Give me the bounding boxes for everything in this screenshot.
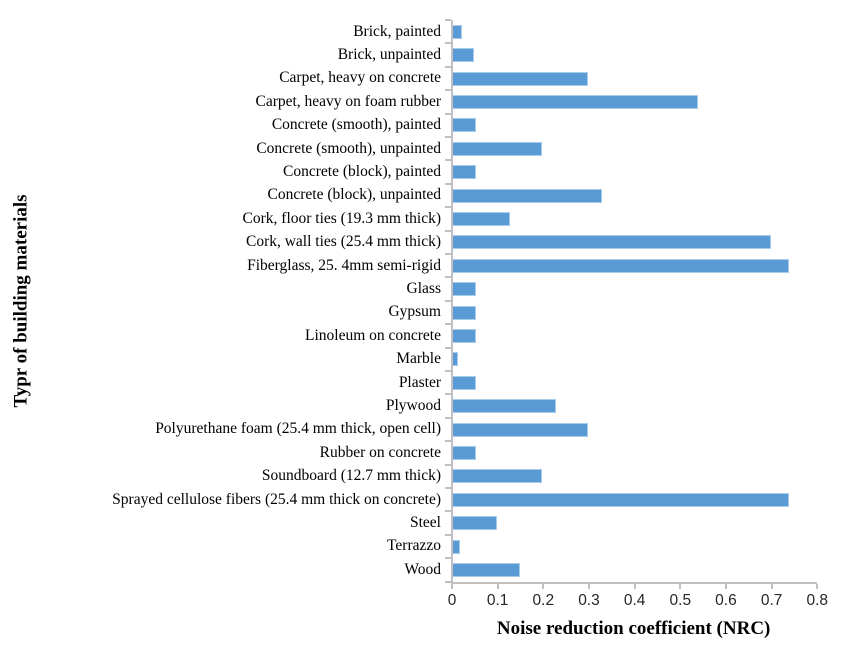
x-axis-tick-label: 0 — [447, 591, 457, 609]
x-axis-tick-label: 0.4 — [623, 591, 646, 609]
category-label: Brick, unpainted — [337, 46, 441, 64]
category-label: Fiberglass, 25. 4mm semi-rigid — [247, 256, 441, 274]
category-label: Marble — [396, 350, 441, 368]
x-axis-tick-label: 0.7 — [760, 591, 783, 609]
y-axis-tick — [445, 440, 451, 443]
x-axis-title: Noise reduction coefficient (NRC) — [496, 617, 771, 639]
y-axis-tick — [445, 182, 451, 185]
y-axis-tick — [445, 393, 451, 396]
y-axis-tick — [445, 19, 451, 21]
y-axis-tick — [445, 510, 451, 513]
x-axis-tick-label: 0.3 — [578, 591, 600, 609]
bar — [451, 562, 520, 577]
bar — [451, 516, 497, 531]
bar — [451, 375, 477, 390]
x-axis-tick-label: 0.2 — [532, 591, 555, 609]
x-axis-tick — [633, 583, 636, 589]
x-axis-tick — [451, 583, 453, 589]
category-label: Cork, floor ties (19.3 mm thick) — [242, 209, 441, 227]
bar — [451, 328, 477, 343]
category-label: Rubber on concrete — [319, 443, 441, 461]
bar — [451, 118, 477, 133]
bar — [451, 141, 543, 156]
x-axis-tick-label: 0.1 — [486, 591, 509, 609]
category-label: Polyurethane foam (25.4 mm thick, open c… — [155, 420, 441, 438]
x-axis-line — [451, 581, 818, 584]
bar — [451, 469, 543, 484]
y-axis-tick — [445, 299, 451, 302]
y-axis-tick — [445, 533, 451, 536]
bar — [451, 399, 556, 414]
y-axis-tick — [445, 42, 451, 45]
y-axis-tick — [445, 206, 451, 209]
y-axis-tick — [445, 112, 451, 115]
x-axis-tick — [724, 583, 727, 589]
y-axis-line — [451, 20, 453, 584]
category-label: Sprayed cellulose fibers (25.4 mm thick … — [112, 490, 441, 508]
y-axis-tick — [445, 136, 451, 138]
category-label: Glass — [406, 280, 441, 298]
y-axis-tick — [445, 580, 451, 583]
x-axis-tick — [770, 583, 773, 589]
x-axis-tick — [496, 583, 499, 589]
bar — [451, 71, 588, 86]
y-axis-tick — [445, 65, 451, 68]
x-axis-tick-label: 0.6 — [715, 591, 737, 609]
bar — [451, 445, 477, 460]
category-label: Cork, wall ties (25.4 mm thick) — [245, 233, 441, 251]
bar — [451, 188, 602, 203]
bar — [451, 165, 477, 180]
bar — [451, 258, 789, 273]
y-axis-tick — [445, 253, 451, 255]
category-label: Concrete (smooth), painted — [271, 116, 441, 134]
y-axis-tick — [445, 346, 451, 349]
category-label: Concrete (smooth), unpainted — [256, 139, 441, 157]
y-axis-tick — [445, 276, 451, 279]
category-label: Steel — [410, 514, 441, 532]
category-label: Terrazzo — [387, 537, 441, 555]
category-label: Carpet, heavy on foam rubber — [255, 92, 441, 110]
y-axis-tick — [445, 229, 451, 232]
y-axis-tick — [445, 416, 451, 419]
category-label: Gypsum — [388, 303, 441, 321]
category-label: Brick, painted — [353, 22, 441, 40]
y-axis-tick — [445, 463, 451, 466]
bar — [451, 492, 789, 507]
bar — [451, 282, 477, 297]
bar — [451, 48, 474, 63]
y-axis-tick — [445, 159, 451, 162]
y-axis-tick — [445, 323, 451, 326]
category-label: Concrete (block), unpainted — [267, 186, 441, 204]
x-axis-tick — [542, 583, 545, 589]
category-label: Carpet, heavy on concrete — [279, 69, 441, 87]
y-axis-tick — [445, 89, 451, 92]
category-label: Wood — [404, 560, 441, 578]
category-label: Linoleum on concrete — [304, 326, 441, 344]
category-label: Plaster — [398, 373, 441, 391]
bar — [451, 235, 771, 250]
bar — [451, 94, 698, 109]
y-axis-tick — [445, 557, 451, 560]
y-axis-tick — [445, 370, 451, 372]
x-axis-tick-label: 0.8 — [806, 591, 829, 609]
x-axis-tick — [679, 583, 682, 589]
x-axis-tick — [587, 583, 590, 589]
category-label: Plywood — [385, 397, 441, 415]
bar — [451, 305, 477, 320]
bar — [451, 422, 588, 437]
y-axis-tick — [445, 487, 451, 489]
x-axis-tick — [816, 583, 819, 589]
bar — [451, 211, 511, 226]
category-label: Soundboard (12.7 mm thick) — [261, 467, 441, 485]
category-label: Concrete (block), painted — [283, 163, 441, 181]
x-axis-tick-label: 0.5 — [669, 591, 692, 609]
